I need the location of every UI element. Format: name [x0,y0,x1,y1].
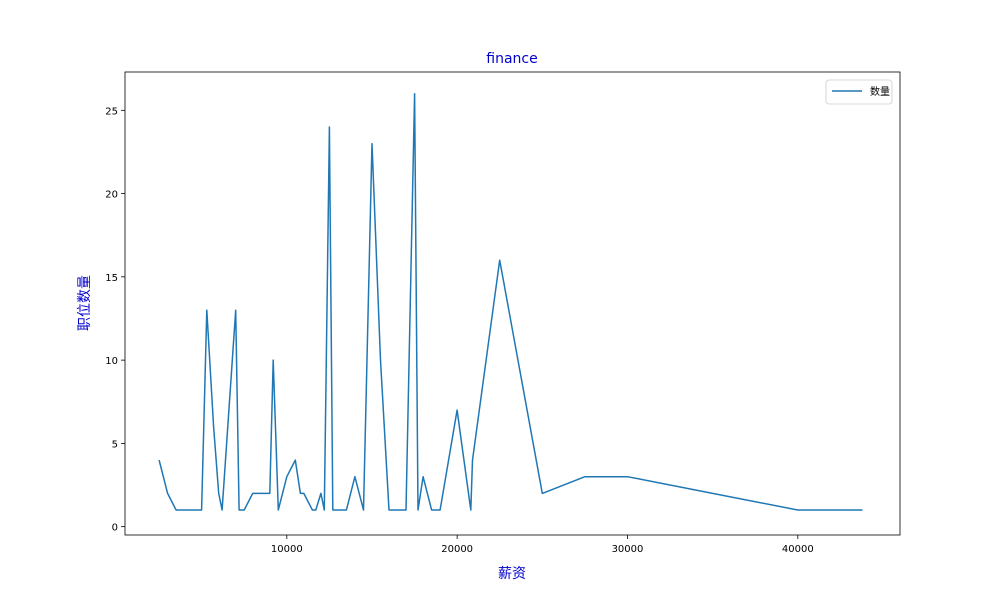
chart-title: finance [486,51,537,67]
x-tick-label: 30000 [612,544,644,555]
x-axis-label: 薪资 [498,566,526,582]
x-axis: 10000 20000 30000 40000 [271,535,814,555]
y-axis-label: 职位数量 [77,275,93,331]
x-tick-label: 40000 [782,544,814,555]
legend: 数量 [825,79,893,105]
legend-box [825,79,893,105]
y-tick-label: 5 [112,439,118,450]
axes-frame [124,71,901,536]
y-tick-label: 0 [112,523,118,534]
y-axis: 0 5 10 15 20 25 [105,106,125,534]
plot-area [124,71,901,536]
y-tick-label: 25 [105,106,118,117]
x-tick-label: 10000 [271,544,303,555]
y-tick-label: 20 [105,190,118,201]
legend-label: 数量 [870,85,890,98]
y-tick-label: 15 [105,273,118,284]
y-tick-label: 10 [105,356,118,367]
x-tick-label: 20000 [441,544,473,555]
series-line [158,92,863,511]
